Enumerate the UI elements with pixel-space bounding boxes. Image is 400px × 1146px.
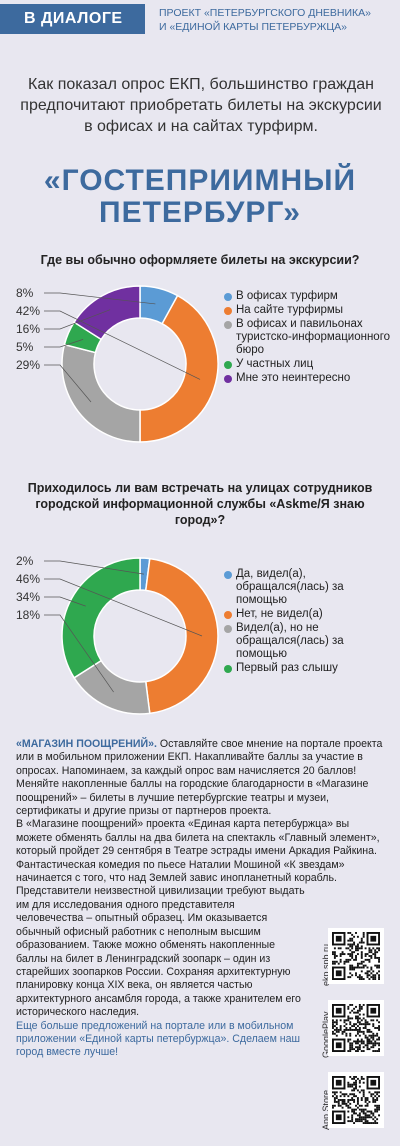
promo-paragraph-3: им для исследования одного представителя… — [16, 898, 301, 1019]
legend-item: Да, видел(а), обращался(лась) за помощью — [224, 568, 394, 607]
page-title: «ГОСТЕПРИИМНЫЙ ПЕТЕРБУРГ» — [10, 165, 390, 229]
legend-item: Мне это неинтересно — [224, 372, 394, 385]
qr-googleplay[interactable]: GooglePlay — [310, 998, 390, 1062]
qr-code-icon — [332, 1076, 380, 1124]
chart2-pct-label: 18% — [16, 608, 41, 622]
chart1-pct-label: 42% — [16, 304, 41, 318]
intro-text: Как показал опрос ЕКП, большинство гражд… — [20, 76, 382, 135]
qr-code-icon — [328, 928, 384, 984]
legend-dot — [224, 361, 232, 369]
header: В ДИАЛОГЕ ПРОЕКТ «ПЕТЕРБУРГСКОГО ДНЕВНИК… — [0, 0, 400, 38]
chart1-pct-label: 29% — [16, 358, 41, 372]
promo-text: «МАГАЗИН ПООЩРЕНИЙ». Оставляйте свое мне… — [16, 738, 388, 1060]
leader-line — [44, 292, 156, 305]
qr-label: App Store — [310, 1070, 331, 1130]
donut-slice — [144, 557, 219, 715]
chart1-pct-label: 5% — [16, 340, 34, 354]
legend-item: Нет, не видел(а) — [224, 608, 394, 621]
section-tag: В ДИАЛОГЕ — [0, 4, 145, 34]
legend-dot — [224, 307, 232, 315]
legend-label: Мне это неинтересно — [236, 372, 351, 384]
promo-p1: Оставляйте свое мнение на портале проект… — [16, 738, 383, 818]
legend-dot — [224, 571, 232, 579]
legend-dot — [224, 611, 232, 619]
leader-line — [44, 614, 114, 693]
chart2-pct-label: 34% — [16, 590, 41, 604]
qr-code-icon — [328, 1000, 384, 1056]
donut-slice — [61, 557, 141, 679]
promo-heading: «МАГАЗИН ПООЩРЕНИЙ». — [16, 738, 157, 750]
donut-slice — [139, 294, 219, 443]
leader-line — [44, 339, 84, 348]
legend-item: В офисах турфирм — [224, 290, 394, 303]
legend-dot — [224, 625, 232, 633]
chart2-svg — [44, 557, 219, 715]
chart1-legend: В офисах турфирм На сайте турфирмы В офи… — [224, 290, 394, 386]
chart2-question: Приходилось ли вам встречать на улицах с… — [27, 481, 373, 527]
qr-appstore[interactable]: App Store — [310, 1070, 390, 1134]
legend-label: Видел(а), но не обращался(лась) за помощ… — [236, 622, 344, 660]
page-title-line-2: ПЕТЕРБУРГ» — [99, 196, 301, 229]
qr-code-icon — [328, 1072, 384, 1128]
legend-item: Видел(а), но не обращался(лась) за помощ… — [224, 622, 394, 661]
project-line-1: ПРОЕКТ «ПЕТЕРБУРГСКОГО ДНЕВНИКА» — [159, 7, 372, 19]
qr-column: ekp.spb.ru GooglePlay App Store — [310, 926, 390, 1140]
legend-label: В офисах и павильонах туристско-информац… — [236, 318, 391, 356]
project-caption: ПРОЕКТ «ПЕТЕРБУРГСКОГО ДНЕВНИКА» И «ЕДИН… — [159, 6, 395, 34]
qr-ekp[interactable]: ekp.spb.ru — [310, 926, 390, 990]
chart1-pct-label: 8% — [16, 286, 34, 300]
qr-code-icon — [332, 1004, 380, 1052]
chart1-question: Где вы обычно оформляете билеты на экску… — [40, 253, 360, 267]
leader-line — [44, 310, 201, 380]
legend-item: У частных лиц — [224, 358, 394, 371]
legend-item: На сайте турфирмы — [224, 304, 394, 317]
promo-paragraph-1: «МАГАЗИН ПООЩРЕНИЙ». Оставляйте свое мне… — [16, 738, 388, 818]
qr-code-icon — [332, 932, 380, 980]
legend-label: Первый раз слышу — [236, 662, 338, 674]
legend-label: Нет, не видел(а) — [236, 608, 323, 620]
leader-line — [44, 560, 144, 575]
legend-label: У частных лиц — [236, 358, 314, 370]
chart1-svg — [44, 285, 219, 443]
chart2-pct-label: 46% — [16, 572, 41, 586]
qr-label: ekp.spb.ru — [310, 926, 331, 986]
chart2-pct-label: 2% — [16, 554, 34, 568]
leader-line — [44, 364, 92, 403]
promo-paragraph-2: В «Магазине поощрений» проекта «Единая к… — [16, 818, 380, 898]
legend-dot — [224, 293, 232, 301]
legend-dot — [224, 665, 232, 673]
legend-label: Да, видел(а), обращался(лась) за помощью — [236, 568, 344, 606]
legend-label: На сайте турфирмы — [236, 304, 344, 316]
promo-paragraph-4: Еще больше предложений на портале или в … — [16, 1019, 301, 1059]
leader-line — [44, 578, 203, 637]
legend-item: Первый раз слышу — [224, 662, 394, 675]
page-title-line-1: «ГОСТЕПРИИМНЫЙ — [43, 164, 357, 197]
chart1: 8% 42% 16% 5% 29% В офисах турфирм На са… — [0, 276, 400, 452]
legend-dot — [224, 375, 232, 383]
leader-line — [44, 309, 111, 330]
chart2: 2% 46% 34% 18% Да, видел(а), обращался(л… — [0, 548, 400, 724]
leader-line — [44, 596, 86, 607]
legend-dot — [224, 321, 232, 329]
donut-slice — [61, 343, 141, 443]
legend-label: В офисах турфирм — [236, 290, 338, 302]
legend-item: В офисах и павильонах туристско-информац… — [224, 318, 394, 357]
project-line-2: И «ЕДИНОЙ КАРТЫ ПЕТЕРБУРЖЦА» — [159, 21, 347, 33]
qr-label: GooglePlay — [310, 998, 331, 1058]
chart2-legend: Да, видел(а), обращался(лась) за помощью… — [224, 568, 394, 676]
chart1-pct-label: 16% — [16, 322, 41, 336]
